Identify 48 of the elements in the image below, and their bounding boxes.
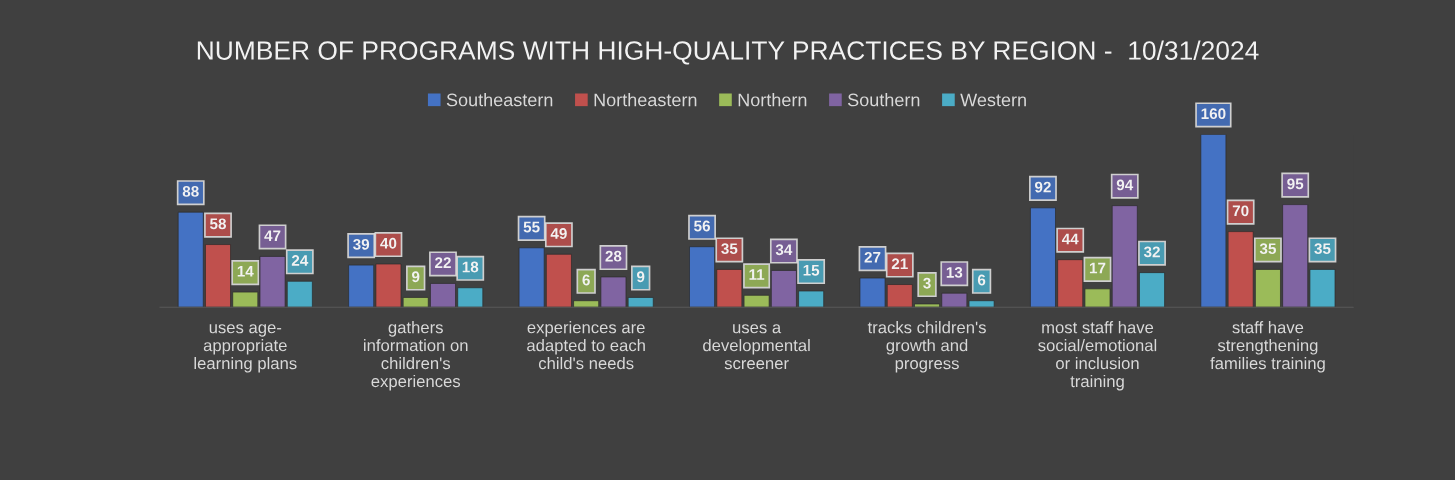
data-label: 11 [749,269,765,280]
data-label: 14 [237,266,254,277]
data-label: 27 [864,251,881,263]
data-label: 39 [353,238,370,250]
legend-label: Southern [847,93,920,107]
data-label: 28 [605,250,622,262]
legend-label: Western [960,93,1026,107]
data-label: 35 [721,243,738,255]
data-label: 47 [264,230,281,241]
data-label: 3 [923,277,931,289]
data-label: 13 [946,267,963,278]
data-label: 34 [775,244,793,256]
data-label: 15 [803,265,820,276]
data-label: 70 [1232,205,1249,217]
chart-title: NUMBER OF PROGRAMS WITH HIGH-QUALITY PRACTICES BY REGION - 10/31/2024 [197,40,1259,65]
data-label: 56 [694,220,710,232]
data-label: 6 [977,274,986,286]
legend-label: Northeastern [594,93,697,107]
x-tick-label: uses a developmental screener [703,324,810,370]
x-tick-label: tracks children's growth and progress [867,321,986,373]
data-label: 160 [1201,108,1226,120]
data-label: 18 [462,261,479,273]
data-label: 55 [523,221,540,233]
legend-label: Southeastern [446,93,553,107]
data-label: 49 [550,228,567,239]
data-label: 94 [1116,179,1134,191]
data-label: 58 [209,218,227,230]
data-label: 95 [1287,178,1304,190]
x-tick-label: uses age- appropriate learning plans [194,324,297,373]
x-tick-label: staff have strengthening families training [1210,321,1325,373]
data-label: 44 [1061,233,1079,245]
data-label: 35 [1314,243,1331,255]
x-tick-label: experiences are adapted to each child's needs [527,321,645,370]
data-label: 17 [1089,262,1106,274]
legend-label: Northern [738,93,807,107]
data-label: 32 [1143,246,1160,258]
data-label: 9 [412,271,420,283]
x-tick-label: gathers information on children's experiences [364,321,468,391]
data-label: 35 [1259,243,1276,255]
data-label: 40 [380,237,397,249]
data-label: 88 [182,186,199,197]
data-label: 9 [636,271,645,283]
data-label: 21 [891,258,908,270]
data-label: 22 [435,257,451,268]
x-tick-label: most staff have social/emotional or inclusion training [1038,321,1157,391]
data-label: 6 [582,274,590,286]
data-label: 24 [291,255,309,266]
data-label: 92 [1034,181,1051,193]
